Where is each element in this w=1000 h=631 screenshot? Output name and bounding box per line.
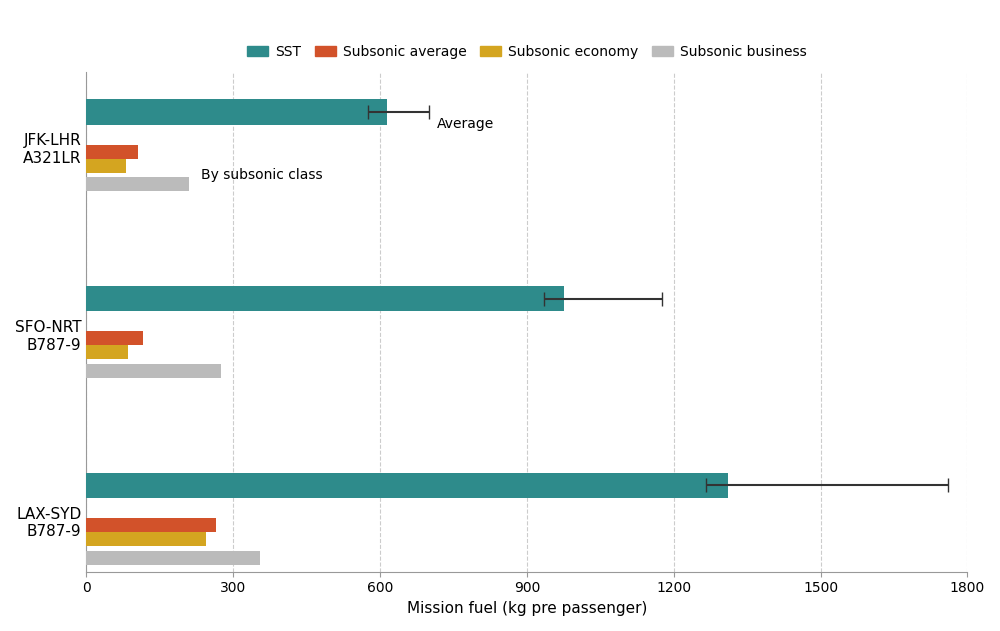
Legend: SST, Subsonic average, Subsonic economy, Subsonic business: SST, Subsonic average, Subsonic economy,… xyxy=(242,39,812,64)
Bar xyxy=(86,473,728,498)
Bar xyxy=(86,99,387,125)
Bar xyxy=(86,177,189,191)
Bar xyxy=(86,551,260,565)
Bar xyxy=(86,158,126,172)
Bar xyxy=(86,331,143,345)
Bar xyxy=(86,532,206,546)
Text: Average: Average xyxy=(436,117,494,131)
Bar xyxy=(86,286,564,312)
Text: By subsonic class: By subsonic class xyxy=(201,168,323,182)
Bar xyxy=(86,364,221,378)
Bar xyxy=(86,345,128,359)
Bar xyxy=(86,144,138,158)
Bar xyxy=(86,518,216,532)
X-axis label: Mission fuel (kg pre passenger): Mission fuel (kg pre passenger) xyxy=(407,601,647,616)
